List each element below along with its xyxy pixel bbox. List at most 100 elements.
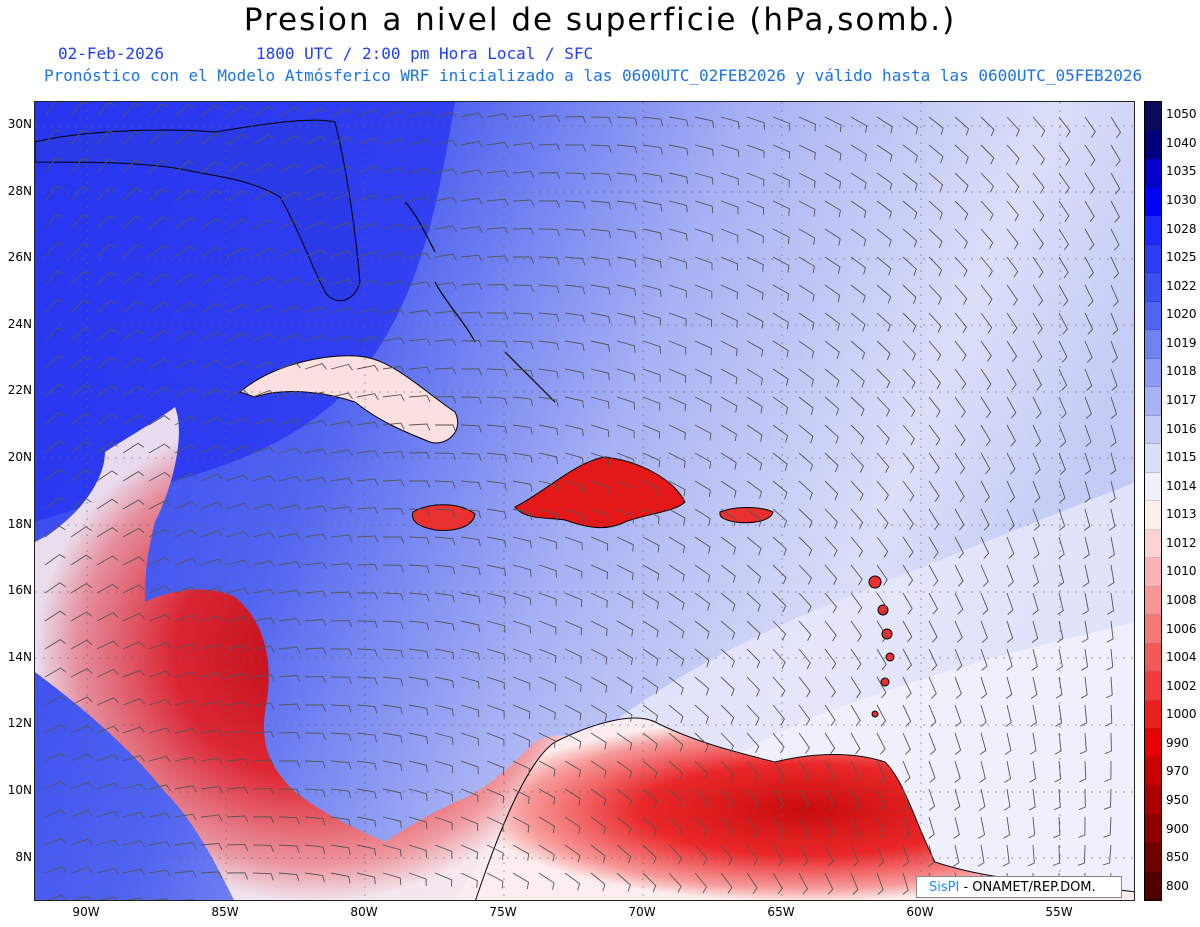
wind-barb [824,564,838,586]
wind-barb [824,172,842,189]
wind-barb [538,564,557,578]
wind-barb [148,301,170,314]
credit-text: - ONAMET/REP.DOM. [959,880,1096,895]
wind-barb [148,329,170,342]
wind-barb [928,396,941,418]
wind-barb [304,732,326,741]
wind-barb [850,424,865,445]
wind-barb [148,358,170,370]
wind-barb [590,732,607,750]
wind-barb [174,699,197,707]
wind-barb [512,760,530,776]
wind-barb [174,444,197,454]
wind-barb [278,220,301,230]
wind-barb [122,612,145,622]
wind-barb [850,816,860,839]
wind-barb [1084,312,1094,335]
wind-barb [772,564,787,585]
wind-barb [330,760,352,770]
wind-barb [954,620,963,643]
wind-barb [96,782,119,790]
wind-barb [382,451,405,459]
wind-barb [512,171,535,179]
wind-barb [460,788,479,803]
wind-barb [980,172,994,193]
wind-barb [1109,452,1117,475]
wind-barb [252,134,274,146]
wind-barb [1103,788,1112,810]
wind-barb [44,837,67,846]
wind-barb [850,228,867,247]
wind-barb [512,452,533,463]
wind-barb [356,165,379,174]
wind-barb [226,531,249,538]
wind-barb [408,620,430,631]
wind-barb [1078,788,1086,811]
wind-barb [200,530,223,538]
wind-barb [278,447,301,454]
wind-barb [1079,732,1087,755]
wind-barb [356,137,379,146]
wind-barb [330,165,353,174]
wind-barb [278,816,300,825]
wind-barb [616,676,633,694]
wind-barb [642,676,659,695]
wind-barb [980,256,993,278]
wind-barb [746,452,763,471]
wind-barb [564,340,585,351]
model-init-info: Pronóstico con el Modelo Atmósferico WRF… [44,66,1143,85]
wind-barb [330,477,353,485]
wind-barb [278,703,301,711]
wind-barb [642,844,657,865]
wind-barb [642,452,660,468]
colorbar-segment [1145,130,1161,159]
wind-barb [746,116,765,130]
wind-barb [746,508,762,527]
wind-barb [44,639,67,650]
wind-barb [772,312,789,330]
wind-barb [356,478,379,486]
wind-barb [382,536,405,544]
wind-barb [1108,508,1116,531]
wind-barb [954,732,962,755]
wind-barb [304,135,327,146]
wind-barb [1032,564,1040,587]
wind-barb [96,839,119,846]
wind-barb [668,480,686,497]
wind-barb [772,788,784,810]
wind-barb [226,559,249,566]
wind-barb [460,283,483,291]
wind-barb [200,303,223,314]
wind-barb [434,480,456,489]
wind-barb [824,816,835,839]
wind-barb [1084,172,1096,195]
wind-barb [1107,564,1115,587]
wind-barb [304,249,327,258]
wind-barb [382,816,402,829]
wind-barb [694,816,708,837]
wind-barb [928,480,940,502]
wind-barb [70,441,92,454]
wind-barb [460,197,483,205]
colorbar-level-label: 1015 [1166,450,1197,465]
wind-barb [252,560,275,567]
wind-barb [616,172,638,183]
wind-barb [1004,732,1012,755]
wind-barb [408,281,431,289]
wind-barb [200,274,223,286]
wind-barb [538,424,559,436]
wind-barb [564,732,582,749]
wind-barb [70,639,93,650]
wind-barb [928,144,944,164]
wind-barb [226,872,249,880]
wind-barb [226,843,249,851]
wind-barb [876,676,887,699]
wind-barb [668,816,683,837]
wind-barb [538,788,556,805]
wind-barb [798,816,809,839]
wind-barb [226,105,248,118]
wind-barb [1058,116,1071,138]
wind-barb [408,816,428,830]
wind-barb [382,365,405,373]
wind-barb [772,424,789,443]
